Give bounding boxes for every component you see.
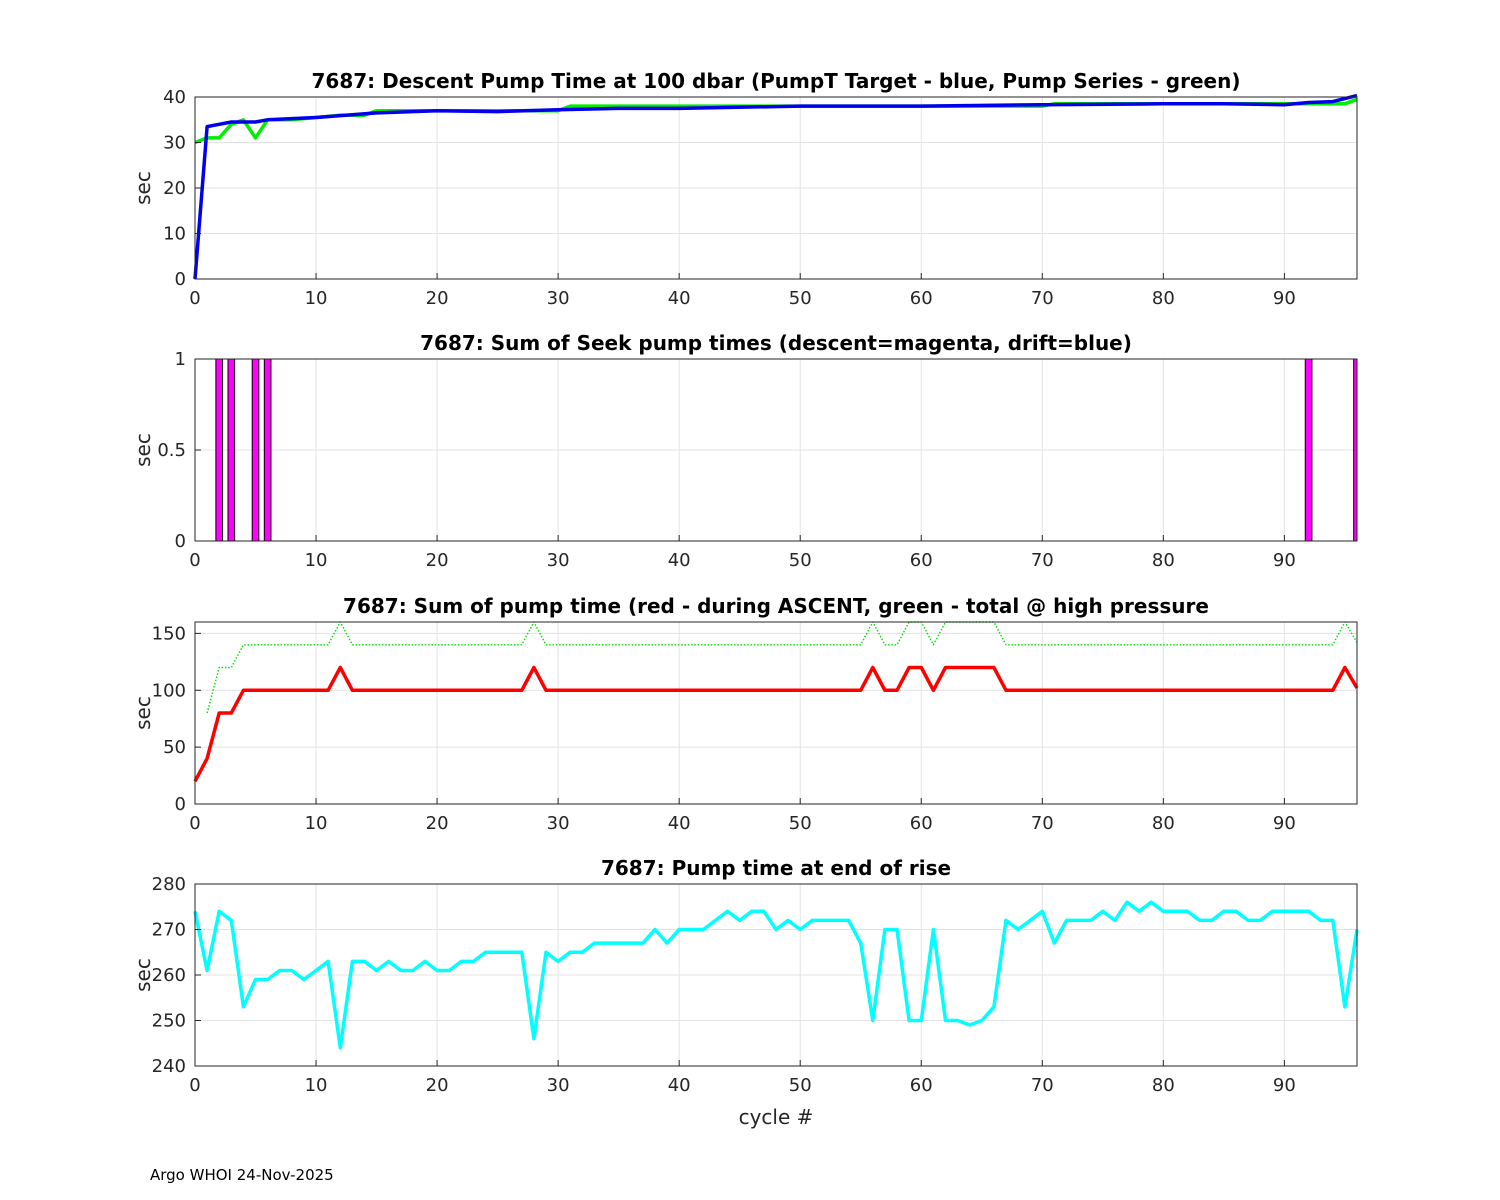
x-tick-label: 40 [668,288,691,309]
x-tick-label: 0 [189,550,200,571]
x-tick-label: 60 [910,1075,933,1096]
y-tick-label: 240 [152,1056,186,1077]
y-tick-label: 0 [175,794,186,815]
bar [227,358,236,542]
y-tick-label: 280 [152,874,186,895]
x-tick-label: 30 [547,550,570,571]
x-tick-label: 0 [189,1075,200,1096]
x-tick-label: 10 [305,550,328,571]
x-tick-label: 40 [668,550,691,571]
y-axis-label: sec [131,433,155,467]
x-tick-label: 60 [910,550,933,571]
chart-title: 7687: Sum of Seek pump times (descent=ma… [420,331,1132,355]
x-tick-label: 30 [547,813,570,834]
y-tick-label: 250 [152,1011,186,1032]
y-axis-label: sec [131,171,155,205]
x-tick-label: 20 [426,1075,449,1096]
x-tick-label: 20 [426,813,449,834]
x-tick-label: 60 [910,813,933,834]
bar [215,358,224,542]
x-tick-label: 10 [305,813,328,834]
y-tick-label: 100 [152,680,186,701]
y-tick-label: 1 [175,349,186,370]
x-tick-label: 70 [1031,813,1054,834]
x-axis-label: cycle # [739,1105,814,1129]
footer-credit: Argo WHOI 24-Nov-2025 [150,1166,334,1184]
x-tick-label: 80 [1152,1075,1175,1096]
bar [1304,358,1313,542]
chart-title: 7687: Descent Pump Time at 100 dbar (Pum… [312,69,1241,93]
chart-panel-1: 0 10 20 30 40 50 60 70 80 90 0 10 20 30 40 7687: Descen… [131,69,1358,309]
x-tick-label: 0 [189,288,200,309]
x-tick-label: 90 [1273,550,1296,571]
series-line [193,900,1359,1050]
y-tick-label: 260 [152,965,186,986]
x-tick-label: 50 [789,288,812,309]
x-tick-label: 50 [789,550,812,571]
y-tick-label: 20 [163,178,186,199]
x-tick-label: 50 [789,813,812,834]
x-tick-label: 40 [668,813,691,834]
x-tick-label: 80 [1152,550,1175,571]
y-tick-label: 0.5 [157,440,186,461]
x-tick-label: 80 [1152,288,1175,309]
chart-title: 7687: Sum of pump time (red - during ASC… [343,594,1209,618]
x-tick-label: 90 [1273,813,1296,834]
x-tick-label: 10 [305,1075,328,1096]
x-tick-label: 80 [1152,813,1175,834]
y-tick-label: 270 [152,920,186,941]
x-tick-label: 70 [1031,288,1054,309]
x-tick-label: 70 [1031,550,1054,571]
x-tick-label: 30 [547,288,570,309]
y-tick-label: 40 [163,87,186,108]
y-tick-label: 10 [163,224,186,245]
chart-panel-2: 0 10 20 30 40 50 60 70 80 90 0 0.5 1 7687: Sum of See… [131,331,1358,571]
x-tick-label: 40 [668,1075,691,1096]
y-tick-label: 150 [152,623,186,644]
bar [251,358,260,542]
x-tick-label: 30 [547,1075,570,1096]
x-tick-label: 50 [789,1075,812,1096]
y-tick-label: 50 [163,737,186,758]
y-tick-label: 0 [175,531,186,552]
y-tick-label: 0 [175,269,186,290]
x-tick-label: 10 [305,288,328,309]
series-line [193,665,1359,783]
bar [263,358,272,542]
x-tick-label: 90 [1273,1075,1296,1096]
x-tick-label: 90 [1273,288,1296,309]
chart-title: 7687: Pump time at end of rise [601,856,951,880]
x-tick-label: 0 [189,813,200,834]
y-axis-label: sec [131,696,155,730]
axes-box [194,621,1358,805]
y-tick-label: 30 [163,133,186,154]
chart-panel-3: 0 10 20 30 40 50 60 70 80 90 0 50 100 150 7687: Sum of… [131,594,1359,834]
y-axis-label: sec [131,958,155,992]
x-tick-label: 60 [910,288,933,309]
x-tick-label: 70 [1031,1075,1054,1096]
series-line [193,93,1358,280]
chart-panel-4: 0 10 20 30 40 50 60 70 80 90 240 250 260 270 280 7687: … [131,856,1359,1129]
x-tick-label: 20 [426,288,449,309]
x-tick-label: 20 [426,550,449,571]
